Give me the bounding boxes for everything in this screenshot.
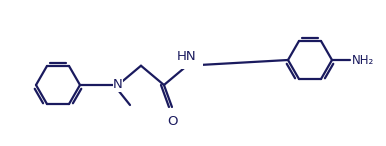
- Text: NH₂: NH₂: [352, 53, 374, 66]
- Text: O: O: [168, 115, 178, 128]
- Text: HN: HN: [177, 50, 197, 63]
- Text: N: N: [113, 79, 123, 92]
